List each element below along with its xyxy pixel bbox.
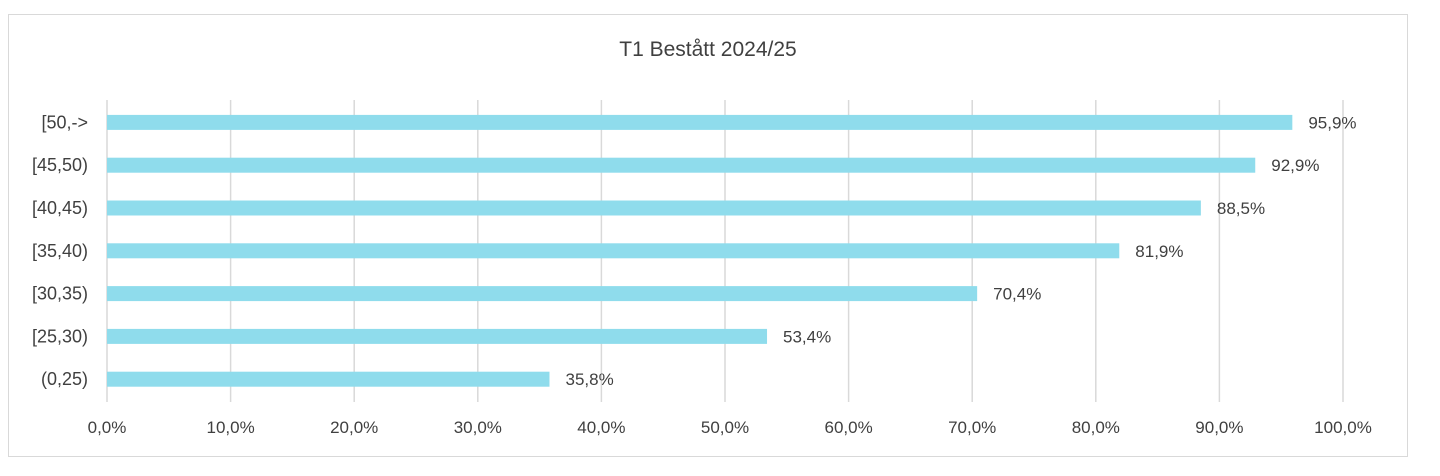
data-label: 35,8%: [565, 370, 613, 389]
data-label: 81,9%: [1135, 242, 1183, 261]
bar: [107, 328, 768, 344]
bar: [107, 157, 1256, 173]
data-label: 95,9%: [1308, 113, 1356, 132]
bar: [107, 286, 978, 302]
category-label: [40,45): [32, 198, 88, 218]
data-label: 70,4%: [993, 285, 1041, 304]
x-tick-label: 80,0%: [1072, 418, 1120, 437]
category-label: [25,30): [32, 326, 88, 346]
x-tick-label: 20,0%: [330, 418, 378, 437]
bar: [107, 114, 1293, 130]
x-tick-label: 30,0%: [454, 418, 502, 437]
data-label: 92,9%: [1271, 156, 1319, 175]
x-tick-label: 0,0%: [88, 418, 127, 437]
category-label: [50,->: [41, 112, 88, 132]
x-tick-label: 90,0%: [1195, 418, 1243, 437]
data-label: 88,5%: [1217, 199, 1265, 218]
data-label: 53,4%: [783, 327, 831, 346]
x-tick-label: 50,0%: [701, 418, 749, 437]
x-tick-label: 40,0%: [577, 418, 625, 437]
x-tick-label: 70,0%: [948, 418, 996, 437]
x-tick-label: 100,0%: [1314, 418, 1372, 437]
category-label: [35,40): [32, 241, 88, 261]
category-label: [30,35): [32, 284, 88, 304]
bar: [107, 243, 1120, 259]
category-label: [45,50): [32, 155, 88, 175]
category-label: (0,25): [41, 369, 88, 389]
bar: [107, 200, 1201, 216]
chart-title: T1 Bestått 2024/25: [619, 38, 797, 61]
bar: [107, 371, 550, 387]
x-tick-label: 60,0%: [824, 418, 872, 437]
x-tick-label: 10,0%: [206, 418, 254, 437]
